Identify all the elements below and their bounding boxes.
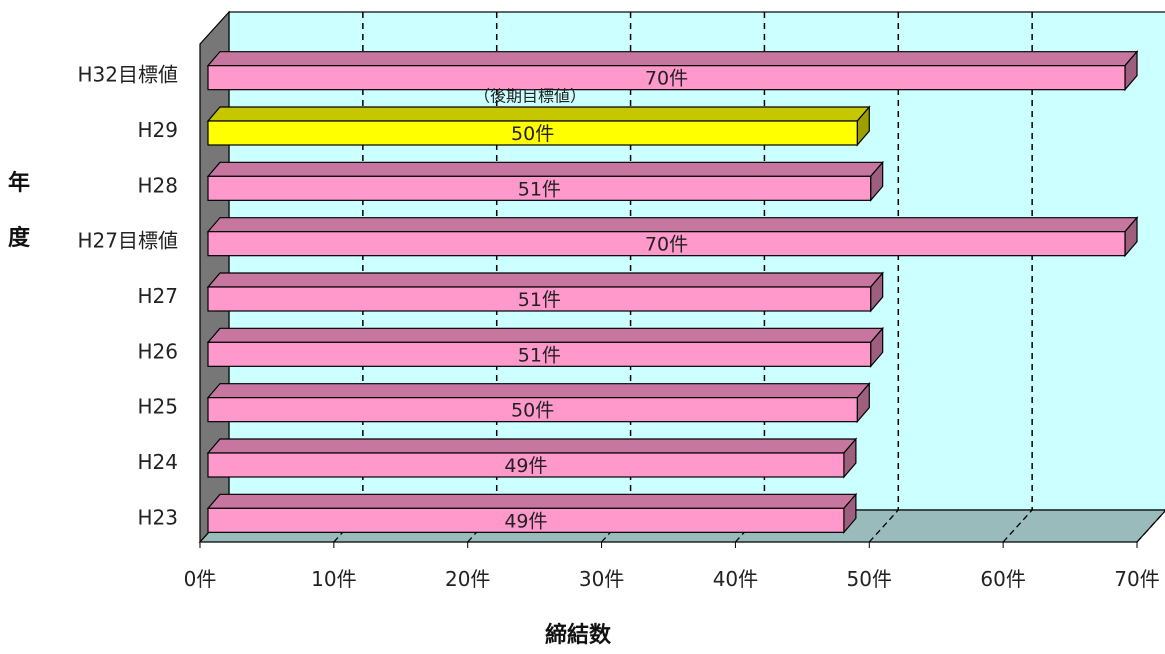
x-tick-label: 50件 [847,567,892,591]
bar-top-face [206,493,858,509]
bar [206,50,1139,92]
y-axis-title-char: 年 [8,170,30,196]
data-label: 50件 [511,123,554,145]
data-label: 70件 [645,68,688,90]
y-tick-label: H25 [138,395,179,419]
floor-gridline [1002,509,1033,543]
bar [206,492,858,534]
bar-front-face [207,397,858,423]
floor-gridline [1136,510,1165,543]
bar-top-face [206,161,884,177]
data-label: 70件 [645,234,688,256]
annotation: （後期目標値） [474,87,586,106]
back-wall [228,11,1165,511]
bar-top-face [206,51,1139,67]
bar-top-face [206,272,884,288]
bar [206,160,884,202]
y-tick-label: H24 [138,450,179,474]
y-tick-label: H28 [138,173,179,197]
floor-gridline [868,509,899,543]
x-tick-label: 10件 [311,567,356,591]
bar-top-face [206,327,884,343]
bar [206,437,858,479]
data-label: 49件 [504,510,547,532]
bar-top-face [206,383,871,399]
data-label: 51件 [518,344,561,366]
data-label: 50件 [511,400,554,422]
x-tick-label: 20件 [445,567,490,591]
bar [206,326,884,368]
y-axis-title-char: 度 [8,225,31,251]
x-tick-label: 40件 [713,567,758,591]
bar-front-face [207,452,845,478]
bar [206,271,884,313]
bar-front-face [207,231,1126,257]
y-tick-label: H23 [138,505,179,529]
data-label: 51件 [518,178,561,200]
bar-top-face [206,217,1139,233]
x-tick-label: 60件 [980,567,1025,591]
bar [206,382,871,424]
x-axis-title: 締結数 [545,622,612,648]
x-tick-label: 30件 [579,567,624,591]
y-tick-label: H32目標値 [78,63,179,87]
y-tick-label: H26 [138,339,179,363]
bar-front-face [207,507,845,533]
bar-front-face [207,341,872,367]
x-tick-label: 70件 [1114,567,1159,591]
data-label: 49件 [504,455,547,477]
bar-front-face [207,286,872,312]
bar-front-face [207,120,858,146]
bar [206,216,1139,258]
bar-front-face [207,65,1126,91]
bar [206,105,871,147]
bar-top-face [206,106,871,122]
bar-front-face [207,175,872,201]
x-tick-label: 0件 [184,567,217,591]
data-label: 51件 [518,289,561,311]
y-tick-label: H27目標値 [78,229,179,253]
y-tick-label: H27 [138,284,179,308]
bar-top-face [206,438,858,454]
y-tick-label: H29 [138,118,179,142]
